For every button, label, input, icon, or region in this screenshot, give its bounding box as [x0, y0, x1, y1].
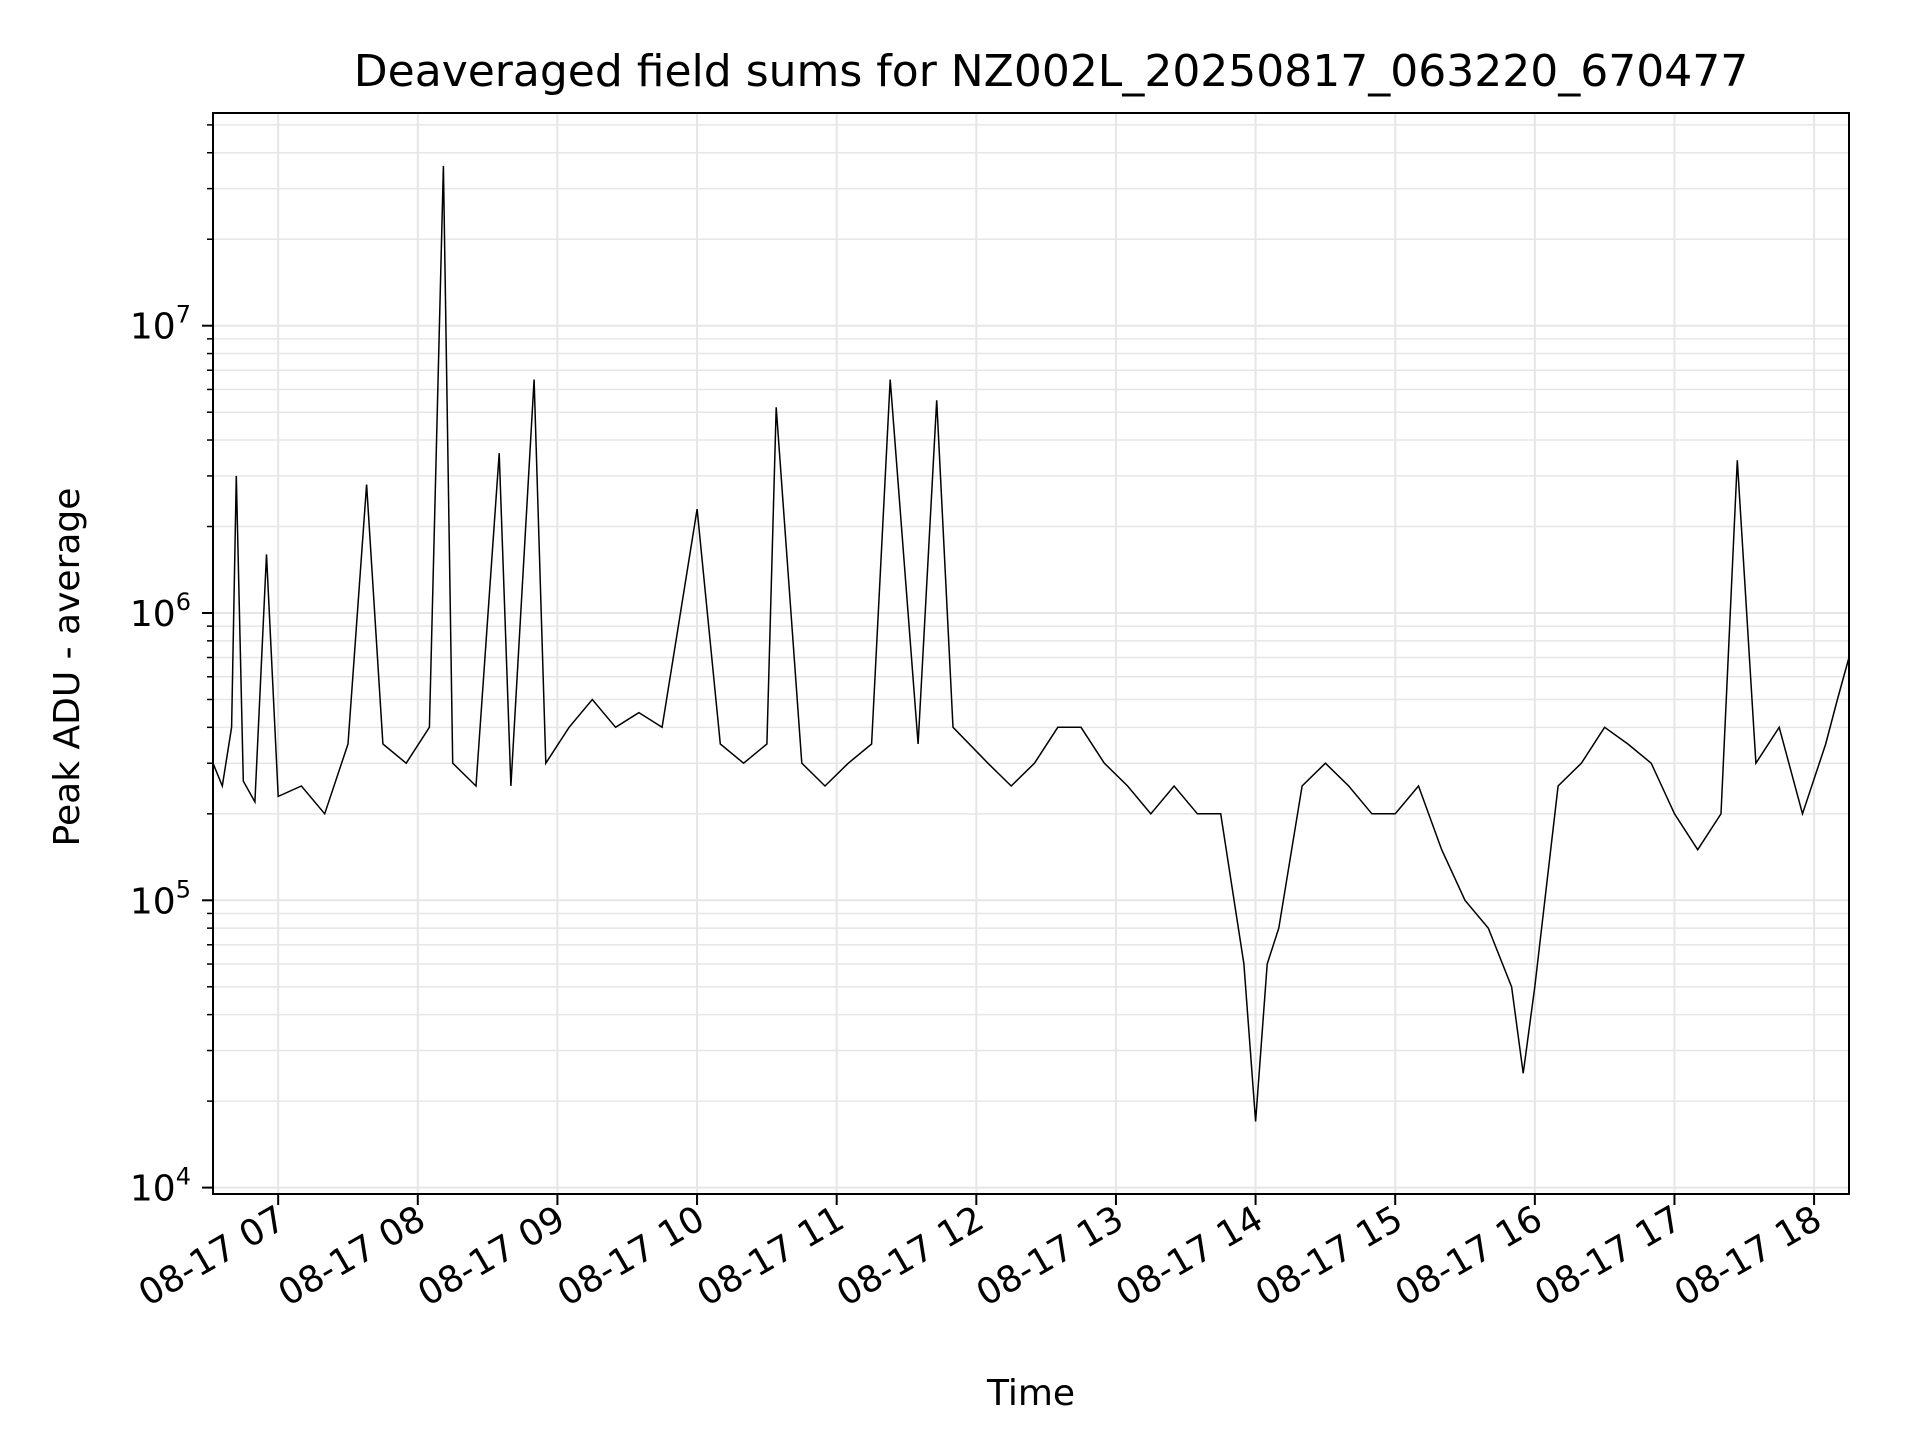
y-axis: 104 105 106 107	[130, 124, 213, 1210]
x-tick-label: 08-17 16	[1389, 1198, 1550, 1314]
x-tick-label: 08-17 11	[691, 1198, 852, 1314]
x-tick-label: 08-17 09	[411, 1198, 572, 1314]
y-tick-label: 105	[130, 875, 191, 922]
x-tick-label: 08-17 10	[551, 1198, 712, 1314]
y-tick-label: 106	[130, 588, 191, 635]
x-tick-label: 08-17 08	[272, 1198, 433, 1314]
y-tick-label: 107	[130, 301, 191, 348]
x-tick-label: 08-17 13	[970, 1198, 1131, 1314]
grid	[213, 113, 1849, 1194]
x-tick-label: 08-17 17	[1528, 1198, 1689, 1314]
y-axis-label: Peak ADU - average	[47, 488, 88, 847]
x-tick-label: 08-17 14	[1109, 1198, 1270, 1314]
y-tick-label: 104	[130, 1163, 191, 1210]
x-tick-label: 08-17 07	[132, 1198, 293, 1314]
x-tick-label: 08-17 18	[1668, 1198, 1829, 1314]
plot-frame	[212, 112, 1850, 1195]
x-tick-label: 08-17 12	[830, 1198, 991, 1314]
chart-title: Deaveraged field sums for NZ002L_2025081…	[354, 46, 1748, 97]
x-axis-label: Time	[986, 1373, 1075, 1414]
series-line	[212, 165, 1850, 1122]
series-layer	[212, 165, 1850, 1122]
x-tick-label: 08-17 15	[1249, 1198, 1410, 1314]
